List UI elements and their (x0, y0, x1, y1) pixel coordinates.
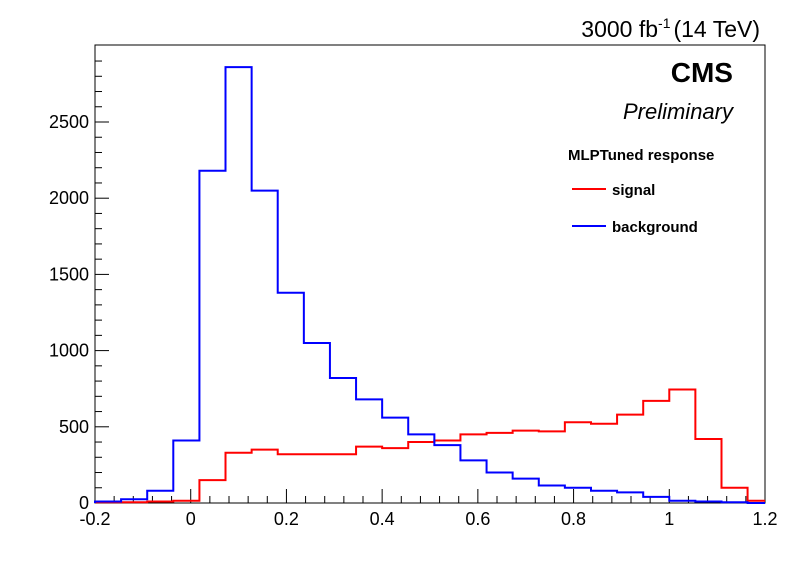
bin-background (173, 441, 199, 503)
bin-background (278, 293, 304, 503)
y-tick-label: 1500 (49, 264, 89, 284)
bin-background (434, 445, 460, 503)
bin-signal (695, 439, 721, 503)
y-tick-labels: 0 500 1000 1500 2000 2500 (49, 112, 89, 513)
x-tick-label: 0.6 (465, 509, 490, 529)
bin-background (304, 343, 330, 503)
preliminary-label: Preliminary (623, 99, 735, 124)
series-signal (94, 388, 765, 504)
bin-signal (487, 433, 513, 503)
bin-background (226, 67, 252, 503)
bin-signal (721, 488, 747, 503)
series-background (94, 66, 765, 504)
x-tick-label: 1.2 (752, 509, 777, 529)
bin-background (539, 485, 565, 503)
bin-signal (252, 450, 278, 503)
bin-signal (199, 480, 225, 503)
legend: MLPTuned response signal background (568, 147, 714, 236)
bin-background (330, 378, 356, 503)
y-tick-label: 0 (79, 493, 89, 513)
x-tick-labels: -0.2 0 0.2 0.4 0.6 0.8 1 1.2 (79, 509, 777, 529)
bin-background (591, 491, 617, 503)
bin-background (565, 488, 591, 503)
bin-signal (539, 431, 565, 503)
bin-background (252, 191, 278, 503)
histogram-line-background (94, 66, 765, 504)
y-tick-label: 2000 (49, 188, 89, 208)
x-tick-label: 0.8 (561, 509, 586, 529)
x-tick-label: 1 (664, 509, 674, 529)
bin-signal (304, 454, 330, 503)
legend-signal-label: signal (612, 182, 655, 199)
y-tick-label: 500 (59, 417, 89, 437)
legend-title: MLPTuned response (568, 147, 714, 164)
axis-ticks (94, 60, 766, 504)
legend-background-label: background (612, 219, 698, 236)
bin-signal (565, 422, 591, 503)
luminosity-exponent: -1 (658, 15, 671, 31)
bin-signal (460, 434, 486, 503)
x-tick-label: 0 (186, 509, 196, 529)
bin-background (199, 171, 225, 503)
bin-signal (356, 447, 382, 503)
bin-signal (226, 453, 252, 503)
bin-signal (434, 441, 460, 503)
bin-signal (617, 415, 643, 503)
bin-signal (669, 389, 695, 503)
luminosity-value: 3000 fb (581, 16, 658, 42)
histogram-series (94, 66, 765, 504)
bin-signal (278, 454, 304, 503)
y-tick-label: 2500 (49, 112, 89, 132)
bin-background (487, 473, 513, 503)
bin-signal (643, 401, 669, 503)
bin-background (408, 434, 434, 503)
bin-background (617, 492, 643, 503)
cms-label: CMS (671, 57, 733, 88)
bin-background (460, 460, 486, 503)
bin-signal (382, 448, 408, 503)
bin-signal (513, 431, 539, 503)
x-tick-label: 0.4 (370, 509, 395, 529)
y-tick-label: 1000 (49, 341, 89, 361)
bin-signal (330, 454, 356, 503)
luminosity-energy: (14 TeV) (673, 16, 760, 42)
luminosity-label: 3000 fb-1 (14 TeV) (581, 15, 760, 42)
bin-background (382, 418, 408, 503)
bin-background (356, 399, 382, 503)
bin-signal (408, 442, 434, 503)
x-tick-label: 0.2 (274, 509, 299, 529)
x-tick-label: -0.2 (79, 509, 110, 529)
histogram-line-signal (94, 388, 765, 504)
